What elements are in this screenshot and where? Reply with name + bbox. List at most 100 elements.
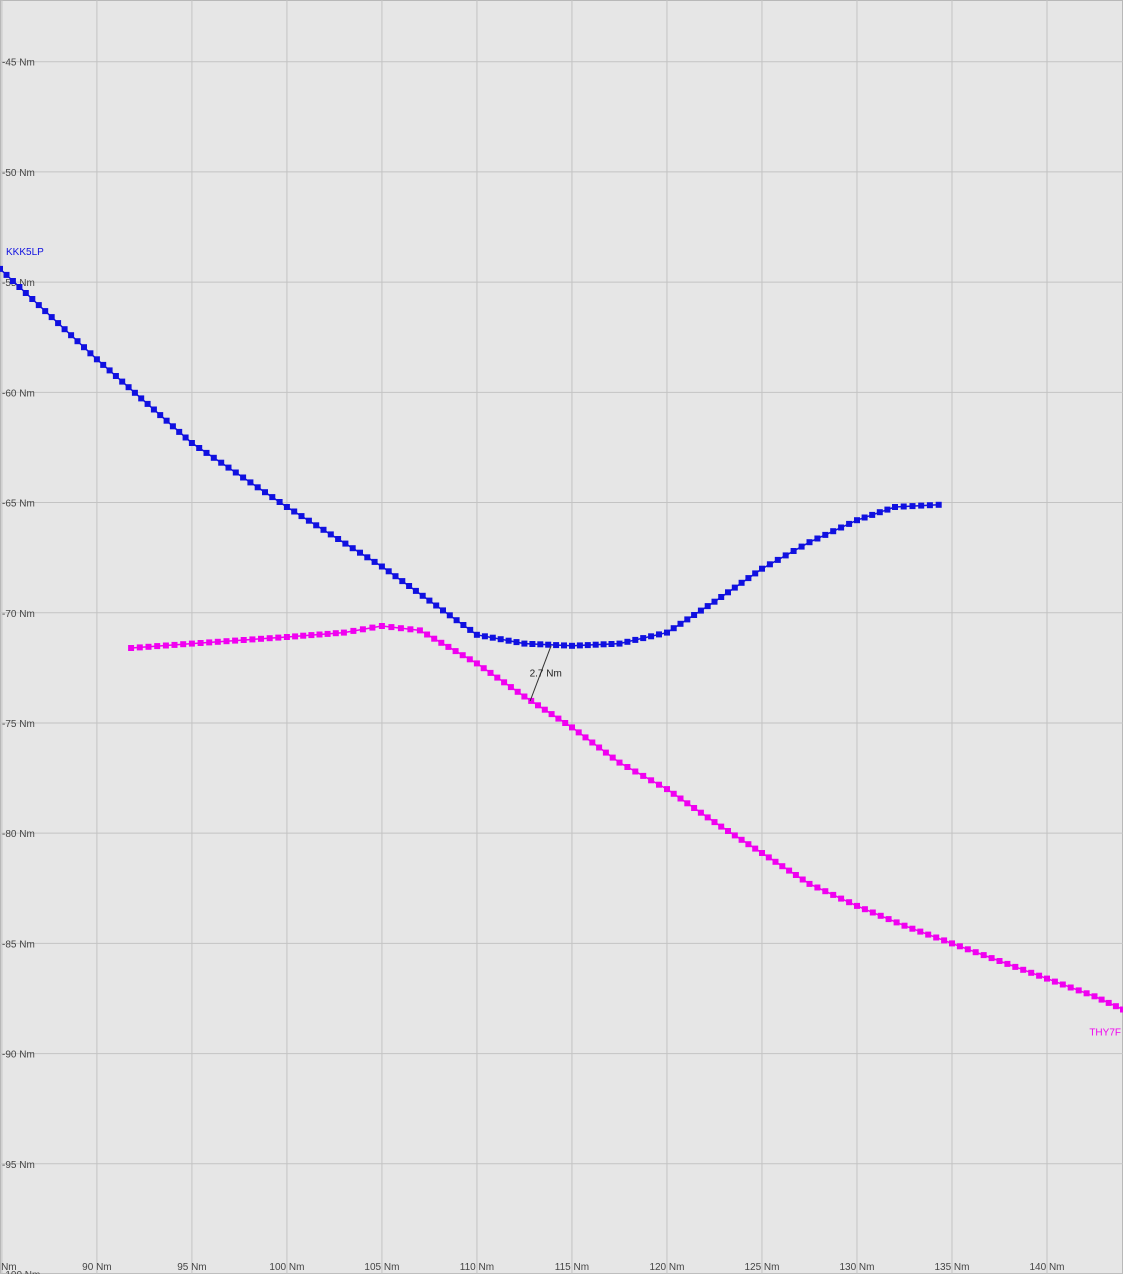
track-point (704, 603, 711, 610)
track-point (305, 517, 312, 524)
track-point (203, 449, 210, 456)
track-point (576, 642, 583, 649)
track-point (972, 949, 979, 956)
track-point (766, 561, 773, 568)
x-tick-label: 105 Nm (364, 1262, 399, 1273)
track-point (772, 858, 779, 865)
x-tick-label: 140 Nm (1029, 1262, 1064, 1273)
track-point (575, 729, 582, 736)
track-point (258, 635, 264, 642)
track-point (609, 754, 616, 761)
track-point (378, 563, 385, 570)
y-tick-label: -95 Nm (2, 1160, 35, 1171)
x-tick-label: 130 Nm (839, 1262, 874, 1273)
track-point (440, 607, 446, 614)
track-point (232, 637, 239, 644)
track-point (718, 823, 725, 830)
track-point (935, 501, 942, 508)
track-point (225, 464, 232, 471)
track-point (838, 524, 845, 531)
track-point (335, 536, 342, 542)
track-point (385, 568, 392, 575)
track-point (569, 642, 575, 649)
track-point (1028, 969, 1035, 976)
track-point (507, 684, 514, 691)
y-tick-labels: -45 Nm -50 Nm -55 Nm -60 Nm -65 Nm -70 Nm -75 … (2, 58, 40, 1274)
y-tick-label: -85 Nm (2, 939, 35, 950)
track-point (93, 356, 100, 363)
track-point (316, 631, 323, 638)
track-point (424, 631, 431, 638)
track-point (814, 884, 821, 891)
track-point (584, 642, 591, 649)
track-point (106, 367, 113, 374)
track-point (342, 540, 349, 547)
track-point (74, 338, 81, 345)
x-tick-label: 110 Nm (460, 1262, 494, 1273)
separation-label: 2.7 Nm (530, 668, 562, 679)
track-point (144, 400, 151, 407)
track-point (119, 378, 126, 385)
track-point (616, 640, 623, 647)
track-point (846, 899, 853, 906)
track-point (1004, 960, 1011, 967)
track-point (3, 271, 10, 278)
track-point (42, 308, 49, 315)
y-tick-label: -50 Nm (2, 168, 35, 179)
track-point (711, 598, 718, 605)
track-point (324, 630, 331, 637)
x-tick-label: 85 Nm (0, 1262, 17, 1273)
track-point (752, 845, 759, 852)
track-point (16, 284, 23, 290)
track-point (884, 506, 891, 513)
track-point (364, 554, 371, 561)
track-point (100, 361, 107, 368)
track-point (431, 635, 438, 642)
track-point (725, 589, 731, 596)
track-point (87, 350, 94, 357)
y-tick-label: -90 Nm (2, 1050, 35, 1061)
track-point (240, 474, 247, 481)
track-point (731, 832, 738, 839)
track-point (885, 916, 892, 923)
track-point (541, 706, 548, 713)
track-point (854, 517, 860, 524)
series-kkk5lp: KKK5LP (0, 247, 942, 649)
track-point (22, 290, 29, 296)
track-point (497, 636, 504, 643)
track-point (349, 545, 356, 552)
track-point (240, 637, 247, 643)
track-point (548, 711, 555, 718)
track-point (269, 494, 276, 501)
track-point (798, 543, 805, 550)
track-point (670, 625, 677, 632)
track-point (909, 925, 916, 932)
track-point (433, 602, 440, 609)
track-point (138, 395, 145, 402)
track-point (830, 528, 837, 535)
track-point (592, 641, 599, 648)
track-point (1091, 993, 1098, 1000)
track-point (664, 629, 670, 636)
track-point (582, 734, 589, 741)
track-point (29, 296, 36, 302)
track-point (61, 326, 68, 333)
track-point (656, 781, 662, 788)
track-point (1036, 972, 1043, 979)
track-point (1044, 975, 1050, 982)
track-point (357, 549, 363, 556)
callsign-label: THY7F (1089, 1028, 1121, 1039)
track-point (254, 484, 261, 491)
track-point (640, 635, 647, 642)
x-tick-label: 100 Nm (269, 1262, 304, 1273)
track-point (596, 744, 603, 751)
track-point (528, 697, 535, 704)
track-point (176, 428, 183, 435)
track-point (555, 715, 562, 722)
track-point (154, 643, 161, 650)
separation-line (529, 645, 552, 702)
track-point (964, 946, 971, 953)
y-tick-label: -80 Nm (2, 829, 35, 840)
track-point (822, 531, 829, 538)
